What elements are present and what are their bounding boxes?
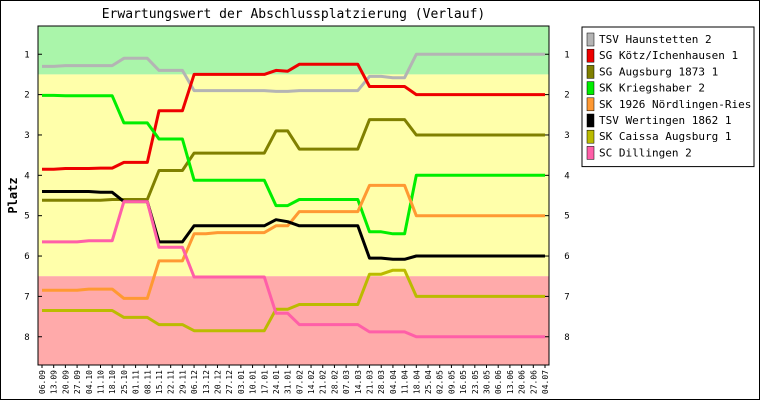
x-tick-label: 13.09 [50,370,59,394]
y-ticks-left: 1 2 3 4 5 6 7 8 [24,50,42,343]
x-tick-label: 24.01 [272,370,281,394]
y-tick-label: 8 [24,333,29,343]
x-tick-label: 04.04 [389,370,398,394]
legend-label: SK Kriegshaber 2 [599,82,705,95]
legend-label: TSV Haunstetten 2 [599,33,712,46]
x-tick-label: 06.06 [494,370,503,394]
chart-title: Erwartungswert der Abschlussplatzierung … [102,7,486,22]
x-tick-label: 10.01 [249,370,258,394]
x-tick-label: 02.05 [436,370,445,394]
x-tick-label: 21.02 [319,370,328,394]
legend-label: TSV Wertingen 1862 1 [599,114,731,127]
y-tick-label: 2 [564,91,569,101]
y-tick-label: 5 [564,212,569,222]
y-tick-label: 6 [564,252,569,262]
x-tick-label: 20.12 [213,370,222,394]
x-tick-label: 15.11 [155,370,164,394]
y-tick-label: 4 [24,171,29,181]
y-tick-label: 3 [24,131,29,141]
x-tick-label: 14.03 [354,370,363,394]
x-tick-label: 16.05 [459,370,468,394]
x-tick-label: 07.02 [295,370,304,394]
x-tick-label: 18.04 [412,370,421,394]
x-tick-label: 22.11 [167,370,176,394]
x-tick-label: 25.10 [120,370,129,394]
y-tick-label: 4 [564,171,569,181]
x-tick-label: 30.05 [483,370,492,394]
legend-swatch [586,32,595,47]
x-tick-label: 31.01 [284,370,293,394]
legend-swatch [586,81,595,95]
series-line [42,93,545,236]
series-line [42,183,545,300]
x-tick-label: 29.11 [178,370,187,394]
x-tick-label: 25.04 [424,370,433,394]
x-tick-label: 13.12 [202,370,211,394]
legend-swatch [586,65,595,79]
legend: TSV Haunstetten 2 SG Kötz/Ichenhausen 1 SG… [581,26,759,168]
plot-frame [37,25,550,366]
x-tick-label: 01.11 [132,370,141,394]
x-tick-label: 21.03 [366,370,375,394]
x-tick-label: 08.11 [143,370,152,394]
x-tick-label: 28.02 [330,370,339,394]
x-tick-label: 03.01 [237,370,246,394]
legend-swatch [586,129,595,144]
y-tick-label: 8 [564,333,569,343]
x-tick-label: 11.10 [96,370,105,394]
x-tick-label: 04.10 [85,370,94,394]
y-tick-label: 3 [564,131,569,141]
x-tick-label: 06.09 [38,370,47,394]
legend-label: SG Kötz/Ichenhausen 1 [599,49,738,62]
x-tick-label: 23.05 [471,370,480,394]
x-tick-label: 20.06 [518,370,527,394]
legend-swatch [586,146,595,160]
x-tick-label: 07.03 [342,370,351,394]
y-tick-label: 1 [564,50,569,60]
series-line [42,62,545,171]
legend-swatch [586,113,595,128]
y-tick-label: 5 [24,212,29,222]
x-tick-label: 09.05 [447,370,456,394]
y-axis-label: Platz [6,177,20,213]
y-tick-label: 6 [24,252,29,262]
series-line [42,118,545,202]
plot-border [37,25,550,366]
series-line [42,268,545,333]
y-tick-label: 7 [24,292,29,302]
x-ticks: 06.09 13.09 20.09 27.09 04.10 11.10 18.10 25.10… [38,365,550,394]
y-tick-label: 7 [564,292,569,302]
x-tick-label: 28.03 [377,370,386,394]
series-lines [42,52,545,339]
x-tick-label: 27.06 [529,370,538,394]
legend-label: SC Dillingen 2 [599,146,692,159]
x-tick-label: 18.10 [108,370,117,394]
legend-label: SK 1926 Nördlingen-Ries 1 [599,98,759,111]
x-tick-label: 27.09 [73,370,82,394]
x-tick-label: 17.01 [260,370,269,394]
series-line [42,200,545,339]
legend-label: SK Caissa Augsburg 1 [599,130,731,143]
legend-swatch [586,97,595,112]
y-tick-label: 1 [24,50,29,60]
y-ticks-right: 1 2 3 4 5 6 7 8 [545,50,570,343]
legend-label: SG Augsburg 1873 1 [599,65,718,78]
x-tick-label: 14.02 [307,370,316,394]
legend-box [581,26,755,168]
x-tick-label: 13.06 [506,370,515,394]
x-tick-label: 04.07 [541,370,550,394]
x-tick-label: 20.09 [61,370,70,394]
y-tick-label: 2 [24,91,29,101]
x-tick-label: 06.12 [190,370,199,394]
x-tick-label: 27.12 [225,370,234,394]
series-line [42,52,545,93]
legend-swatch [586,48,595,63]
x-tick-label: 11.04 [401,370,410,394]
